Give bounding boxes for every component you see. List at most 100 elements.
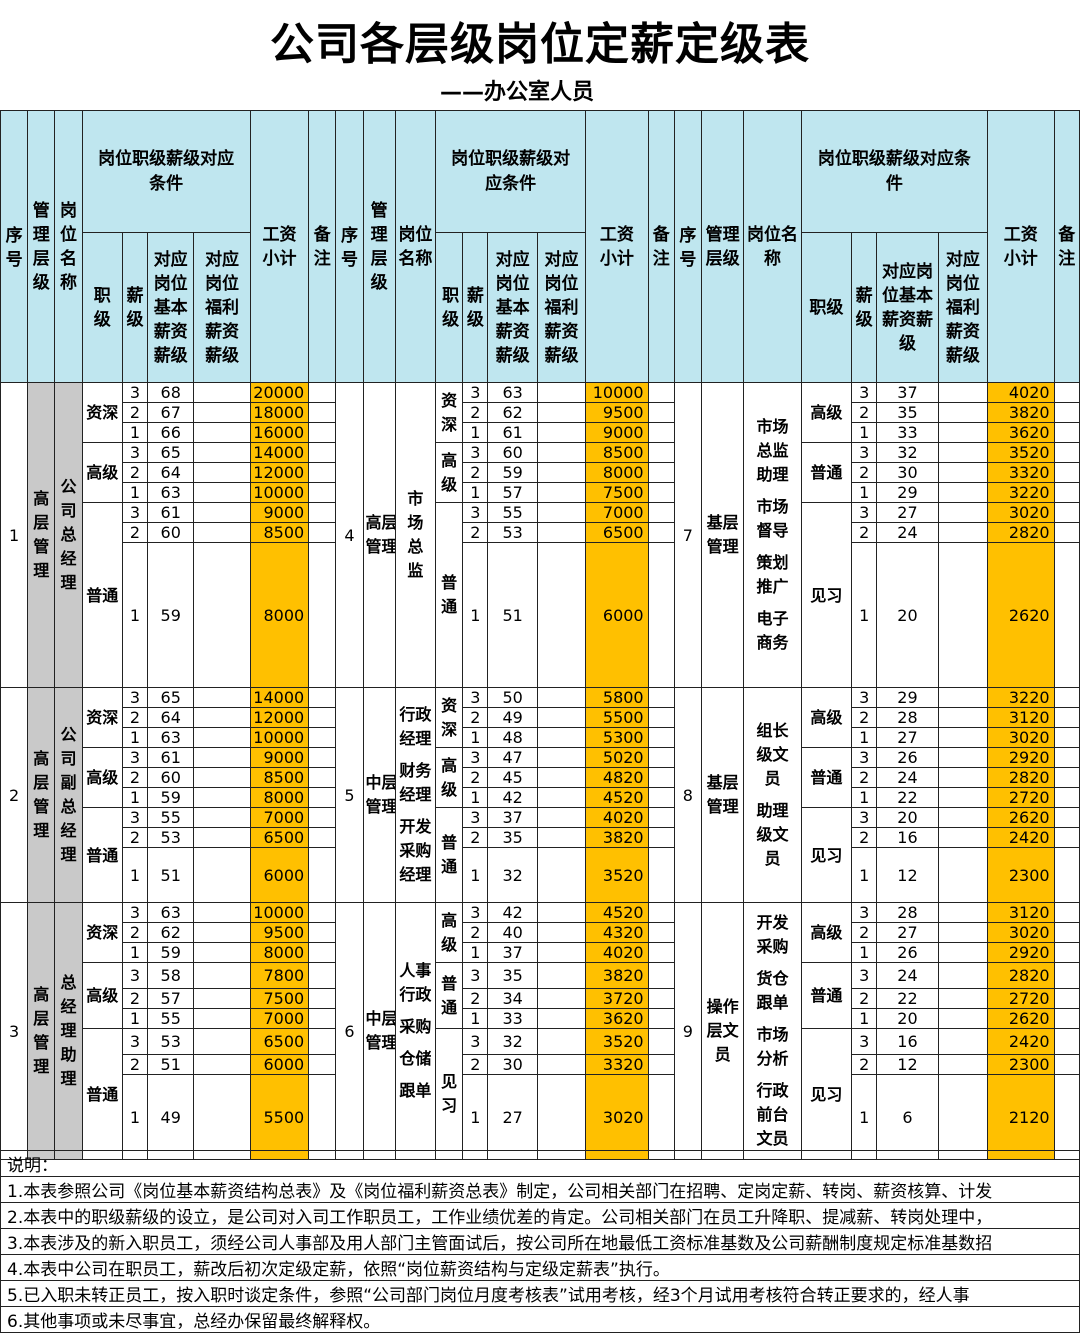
base-grade-cell: 37	[487, 942, 538, 963]
remark-cell	[1053, 707, 1080, 728]
base-grade-cell: 62	[487, 402, 538, 423]
remark-cell	[308, 962, 337, 989]
welfare-grade-cell	[937, 542, 989, 688]
subtotal-cell: 8000	[249, 942, 310, 963]
welfare-grade-cell	[536, 807, 587, 828]
welfare-grade-cell	[536, 1008, 587, 1029]
welfare-grade-cell	[193, 1008, 251, 1029]
base-grade-cell: 51	[487, 542, 538, 688]
welfare-grade-cell	[193, 847, 251, 903]
remark-cell	[1053, 442, 1080, 463]
subtotal-cell: 20000	[249, 382, 310, 403]
level-cell: 高层管理	[27, 902, 56, 1160]
remark-cell	[308, 1054, 337, 1075]
subtotal-cell: 3120	[987, 707, 1055, 728]
subtotal-cell: 2720	[987, 787, 1055, 808]
subtotal-cell: 3720	[585, 988, 649, 1009]
remark-cell	[308, 902, 337, 923]
grade-cell: 2	[121, 402, 149, 423]
grade-cell: 3	[851, 382, 878, 403]
subtotal-cell: 3220	[987, 482, 1055, 503]
remark-cell	[1053, 988, 1080, 1009]
subtotal-cell: 2420	[987, 1028, 1055, 1055]
remark-cell	[647, 767, 675, 788]
subtotal-cell: 5500	[585, 707, 649, 728]
base-grade-cell: 59	[487, 462, 538, 483]
remark-cell	[647, 1074, 675, 1160]
base-grade-cell: 40	[487, 922, 538, 943]
grade-cell: 3	[462, 747, 489, 768]
position-text: 公司副总经理	[60, 725, 77, 864]
subtotal-cell: 4020	[987, 382, 1055, 403]
remark-cell	[647, 962, 675, 989]
grade-cell: 3	[121, 1028, 149, 1055]
subtotal-cell: 6500	[585, 522, 649, 543]
grade-cell: 1	[462, 727, 489, 748]
subtotal-cell: 7000	[585, 502, 649, 523]
header-grade: 薪级	[462, 232, 489, 383]
rank-text: 高级	[441, 910, 458, 954]
base-grade-cell: 49	[487, 707, 538, 728]
level-cell: 中层管理	[362, 902, 396, 1160]
subtotal-cell: 10000	[249, 482, 310, 503]
remark-cell	[647, 727, 675, 748]
grade-cell: 1	[121, 1074, 149, 1160]
base-grade-cell: 51	[147, 847, 195, 903]
remark-cell	[647, 747, 675, 768]
subtotal-cell: 3320	[987, 462, 1055, 483]
rank-cell: 资深	[81, 902, 123, 963]
welfare-grade-cell	[536, 902, 587, 923]
remark-cell	[647, 827, 675, 848]
rank-cell: 资深	[81, 687, 123, 748]
rank-cell: 高级	[81, 962, 123, 1029]
position-text: 开发采购经理	[399, 817, 432, 884]
header-grade: 薪级	[851, 232, 878, 383]
rank-text: 高级	[441, 755, 458, 799]
base-grade-cell: 42	[487, 787, 538, 808]
base-grade-cell: 34	[487, 988, 538, 1009]
welfare-grade-cell	[536, 787, 587, 808]
page-subtitle: ——办公室人员	[440, 80, 595, 105]
welfare-grade-cell	[937, 382, 989, 403]
base-grade-cell: 27	[876, 502, 939, 523]
welfare-grade-cell	[536, 422, 587, 443]
base-grade-cell: 64	[147, 462, 195, 483]
grade-cell: 1	[851, 422, 878, 443]
grade-cell: 1	[121, 847, 149, 903]
base-grade-cell: 66	[147, 422, 195, 443]
base-grade-cell: 48	[487, 727, 538, 748]
grade-cell: 2	[121, 922, 149, 943]
grade-cell: 3	[121, 902, 149, 923]
remark-cell	[308, 707, 337, 728]
header-condition: 岗位职级薪级对应条件	[81, 110, 251, 233]
subtotal-cell: 16000	[249, 422, 310, 443]
remark-cell	[1053, 1008, 1080, 1029]
subtotal-cell: 6500	[249, 827, 310, 848]
position-text: 跟单	[399, 1081, 432, 1100]
header-condition: 岗位职级薪级对应条件	[800, 110, 989, 233]
rank-text: 普通	[441, 973, 458, 1017]
position-text: 市场分析	[756, 1025, 789, 1068]
remark-cell	[647, 922, 675, 943]
position-text: 总经理助理	[60, 973, 77, 1088]
base-grade-cell: 6	[876, 1074, 939, 1160]
base-grade-cell: 32	[876, 442, 939, 463]
seq-cell: 7	[673, 382, 702, 688]
rank-cell: 见习	[800, 1028, 853, 1160]
header-subtotal: 工资小计	[987, 110, 1055, 383]
grade-cell: 3	[851, 442, 878, 463]
grade-cell: 2	[851, 402, 878, 423]
grade-cell: 3	[462, 902, 489, 923]
remark-cell	[647, 482, 675, 503]
subtotal-cell: 9000	[249, 747, 310, 768]
welfare-grade-cell	[937, 1054, 989, 1075]
rank-cell: 高级	[435, 747, 464, 808]
welfare-grade-cell	[193, 807, 251, 828]
base-grade-cell: 59	[147, 942, 195, 963]
rank-cell: 普通	[81, 1028, 123, 1160]
header-base: 对应岗位基本薪资薪级	[487, 232, 538, 383]
subtotal-cell: 4520	[585, 902, 649, 923]
remark-cell	[647, 382, 675, 403]
remark-cell	[308, 462, 337, 483]
grade-cell: 3	[851, 502, 878, 523]
